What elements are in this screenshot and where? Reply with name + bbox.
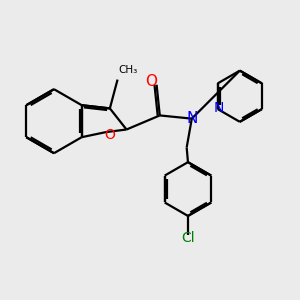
Text: N: N bbox=[214, 101, 224, 115]
Text: N: N bbox=[186, 111, 197, 126]
Text: Cl: Cl bbox=[181, 231, 195, 245]
Text: CH₃: CH₃ bbox=[119, 65, 138, 75]
Text: O: O bbox=[104, 128, 115, 142]
Text: O: O bbox=[146, 74, 158, 89]
